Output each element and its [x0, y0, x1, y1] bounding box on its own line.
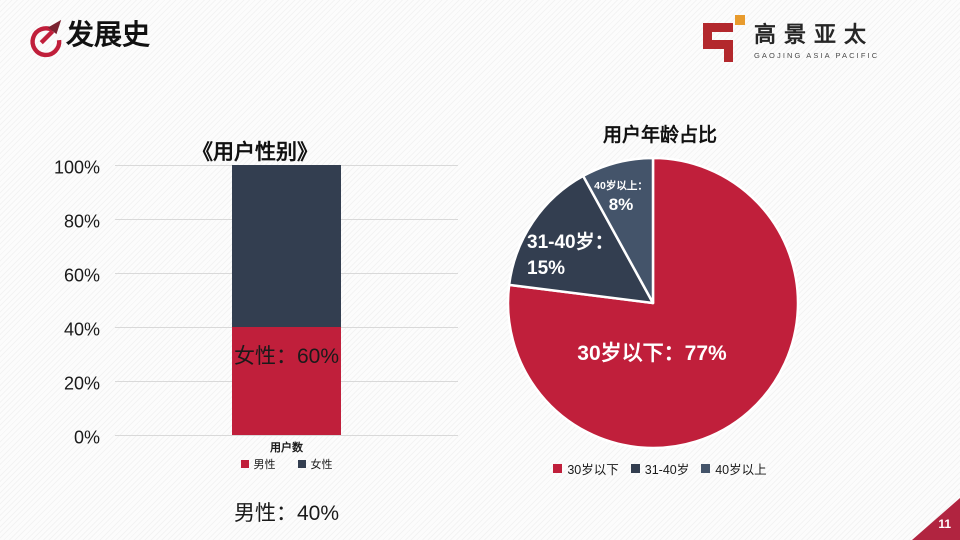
- company-logo: 高景亚太 GAOJING ASIA PACIFIC: [702, 14, 879, 64]
- pie-slice-40岁以上: [581, 156, 655, 305]
- legend-label: 男性: [253, 459, 276, 471]
- legend-label: 40岁以上: [715, 463, 767, 477]
- pie-chart-legend: 30岁以下 31-40岁 40岁以上: [495, 459, 825, 478]
- bar-segment-女性: [232, 165, 341, 327]
- pie-label-under30: 30岁以下：77%: [577, 342, 727, 365]
- pie-label-over40-line1: 40岁以上：: [594, 180, 648, 192]
- legend-item: 女性: [297, 456, 333, 472]
- legend-swatch: [553, 464, 563, 473]
- age-pie-chart: 30岁以下：77% 31-40岁： 15% 40岁以上： 8%: [493, 143, 813, 463]
- legend-item: 男性: [240, 456, 276, 472]
- pie-label-over40: 40岁以上： 8%: [581, 180, 661, 215]
- bar-label-male: 男性：40%: [233, 502, 340, 525]
- y-tick-label: 100%: [53, 157, 100, 178]
- legend-label: 31-40岁: [644, 463, 690, 477]
- pie-label-31-40: 31-40岁： 15%: [527, 230, 614, 282]
- legend-item: 30岁以下: [553, 459, 619, 478]
- legend-label: 30岁以下: [567, 463, 619, 477]
- logo-name: 高景亚太: [754, 22, 875, 48]
- legend-swatch: [701, 464, 711, 473]
- y-tick-label: 20%: [63, 373, 100, 394]
- pie-label-31-40-line2: 15%: [527, 258, 566, 279]
- pie-slice-30岁以下: [506, 156, 800, 450]
- pie-graphic: [506, 156, 800, 450]
- circular-arrow-icon: [30, 19, 62, 58]
- pie-label-over40-line2: 8%: [608, 195, 634, 214]
- logo-subtitle: GAOJING ASIA PACIFIC: [754, 51, 880, 60]
- legend-swatch: [297, 460, 306, 468]
- corner-triangle: [912, 498, 960, 540]
- legend-swatch: [240, 460, 249, 468]
- gridline: [115, 435, 458, 436]
- y-tick-label: 80%: [63, 211, 100, 232]
- bar-x-category-label: 用户数: [270, 442, 303, 454]
- page-number: 11: [938, 517, 951, 531]
- pie-label-31-40-line1: 31-40岁：: [527, 232, 614, 253]
- bar-segment-男性: [232, 327, 341, 435]
- y-tick-label: 40%: [63, 319, 100, 340]
- bar-label-female: 女性：60%: [233, 345, 340, 368]
- pie-chart-title: 用户年龄占比: [602, 125, 717, 146]
- gender-bar-chart: 《用户性别》 0% 20% 40% 60% 80% 100% 女性：60% 男性：40% …: [40, 130, 470, 525]
- bar-chart-title: 《用户性别》: [192, 141, 318, 164]
- legend-item: 31-40岁: [630, 459, 690, 478]
- page-title: 发展史: [66, 19, 151, 50]
- bar-chart-legend: 男性 女性: [115, 456, 458, 472]
- y-tick-label: 60%: [63, 265, 100, 286]
- y-tick-label: 0%: [73, 427, 100, 448]
- legend-item: 40岁以上: [701, 459, 767, 478]
- legend-label: 女性: [310, 459, 333, 471]
- pie-slice-31-40岁: [507, 174, 655, 305]
- stacked-bar: [232, 165, 341, 435]
- logo-mark-icon: [703, 15, 745, 62]
- legend-swatch: [630, 464, 640, 473]
